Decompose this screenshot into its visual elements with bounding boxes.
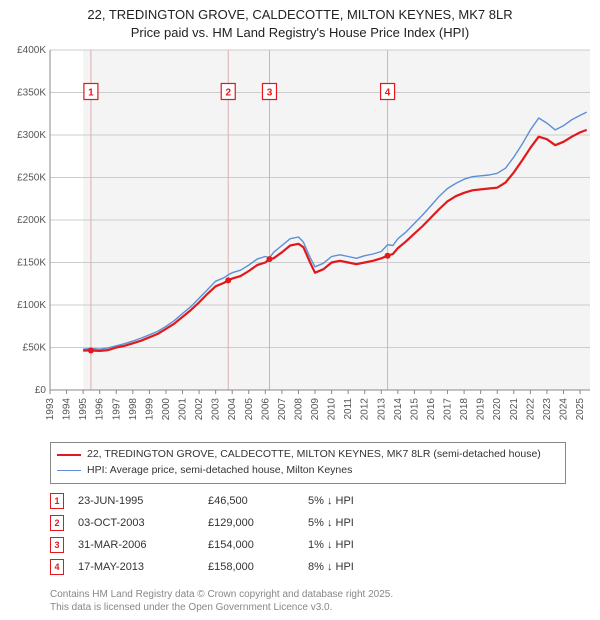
- title-line-2: Price paid vs. HM Land Registry's House …: [0, 24, 600, 42]
- footer-attribution: Contains HM Land Registry data © Crown c…: [50, 588, 393, 614]
- svg-text:£350K: £350K: [17, 88, 46, 99]
- svg-text:2005: 2005: [244, 398, 255, 421]
- svg-text:2014: 2014: [393, 398, 404, 421]
- footer-line-1: Contains HM Land Registry data © Crown c…: [50, 588, 393, 601]
- svg-text:2012: 2012: [360, 398, 371, 421]
- line-chart-svg: £0 £50K £100K £150K £200K £250K £300K £350K £400…: [0, 44, 600, 434]
- marker-number-box: 1: [50, 493, 64, 509]
- marker-date: 31-MAR-2006: [78, 539, 208, 551]
- marker-diff: 5% ↓ HPI: [308, 517, 408, 529]
- svg-text:1995: 1995: [78, 398, 89, 421]
- legend-box: 22, TREDINGTON GROVE, CALDECOTTE, MILTON…: [50, 442, 566, 484]
- svg-text:4: 4: [385, 88, 391, 99]
- svg-text:2007: 2007: [277, 398, 288, 421]
- markers-table: 123-JUN-1995£46,5005% ↓ HPI203-OCT-2003£…: [50, 490, 408, 578]
- svg-text:2016: 2016: [426, 398, 437, 421]
- svg-text:2008: 2008: [293, 398, 304, 421]
- marker-price: £158,000: [208, 561, 308, 573]
- marker-number-box: 2: [50, 515, 64, 531]
- chart-area: £0 £50K £100K £150K £200K £250K £300K £350K £400…: [0, 44, 600, 434]
- chart-titles: 22, TREDINGTON GROVE, CALDECOTTE, MILTON…: [0, 0, 600, 41]
- marker-row: 2 03-OCT-2003£129,0005% ↓ HPI: [50, 512, 408, 534]
- marker-price: £46,500: [208, 495, 308, 507]
- title-line-1: 22, TREDINGTON GROVE, CALDECOTTE, MILTON…: [0, 6, 600, 24]
- svg-text:2010: 2010: [327, 398, 338, 421]
- svg-text:2025: 2025: [575, 398, 586, 421]
- marker-row: 3 31-MAR-2006£154,0001% ↓ HPI: [50, 534, 408, 556]
- svg-text:2002: 2002: [194, 398, 205, 421]
- marker-diff: 1% ↓ HPI: [308, 539, 408, 551]
- svg-text:1996: 1996: [95, 398, 106, 421]
- svg-text:2020: 2020: [492, 398, 503, 421]
- marker-date: 03-OCT-2003: [78, 517, 208, 529]
- svg-text:2019: 2019: [476, 398, 487, 421]
- marker-price: £154,000: [208, 539, 308, 551]
- marker-diff: 8% ↓ HPI: [308, 561, 408, 573]
- marker-price: £129,000: [208, 517, 308, 529]
- svg-text:£250K: £250K: [17, 173, 46, 184]
- svg-text:2013: 2013: [376, 398, 387, 421]
- svg-text:£300K: £300K: [17, 130, 46, 141]
- svg-text:1993: 1993: [45, 398, 56, 421]
- svg-text:2: 2: [225, 88, 231, 99]
- svg-text:2023: 2023: [542, 398, 553, 421]
- svg-text:3: 3: [267, 88, 273, 99]
- marker-diff: 5% ↓ HPI: [308, 495, 408, 507]
- svg-text:1: 1: [88, 88, 94, 99]
- svg-text:2022: 2022: [525, 398, 536, 421]
- svg-text:£0: £0: [35, 385, 47, 396]
- legend-swatch: [57, 454, 81, 456]
- legend-row: HPI: Average price, semi-detached house,…: [57, 463, 559, 479]
- svg-text:2011: 2011: [343, 398, 354, 420]
- marker-date: 23-JUN-1995: [78, 495, 208, 507]
- svg-text:2021: 2021: [509, 398, 520, 421]
- svg-text:£150K: £150K: [17, 258, 46, 269]
- svg-text:2003: 2003: [211, 398, 222, 421]
- marker-date: 17-MAY-2013: [78, 561, 208, 573]
- svg-text:2006: 2006: [260, 398, 271, 421]
- svg-text:2000: 2000: [161, 398, 172, 421]
- footer-line-2: This data is licensed under the Open Gov…: [50, 601, 393, 614]
- svg-text:1994: 1994: [62, 398, 73, 421]
- marker-number-box: 3: [50, 537, 64, 553]
- legend-label: HPI: Average price, semi-detached house,…: [87, 463, 352, 479]
- svg-text:2018: 2018: [459, 398, 470, 421]
- svg-text:2017: 2017: [443, 398, 454, 421]
- marker-row: 4 17-MAY-2013£158,0008% ↓ HPI: [50, 556, 408, 578]
- svg-text:£50K: £50K: [23, 343, 47, 354]
- marker-number-box: 4: [50, 559, 64, 575]
- svg-text:1999: 1999: [144, 398, 155, 421]
- marker-row: 1 23-JUN-1995£46,5005% ↓ HPI: [50, 490, 408, 512]
- svg-text:2009: 2009: [310, 398, 321, 421]
- svg-text:£200K: £200K: [17, 215, 46, 226]
- legend-label: 22, TREDINGTON GROVE, CALDECOTTE, MILTON…: [87, 447, 541, 463]
- svg-text:2001: 2001: [178, 398, 189, 421]
- svg-text:£400K: £400K: [17, 45, 46, 56]
- svg-text:1997: 1997: [111, 398, 122, 421]
- legend-swatch: [57, 470, 81, 471]
- svg-text:£100K: £100K: [17, 300, 46, 311]
- svg-text:2015: 2015: [409, 398, 420, 421]
- svg-text:2024: 2024: [558, 398, 569, 421]
- legend-row: 22, TREDINGTON GROVE, CALDECOTTE, MILTON…: [57, 447, 559, 463]
- svg-text:1998: 1998: [128, 398, 139, 421]
- svg-text:2004: 2004: [227, 398, 238, 421]
